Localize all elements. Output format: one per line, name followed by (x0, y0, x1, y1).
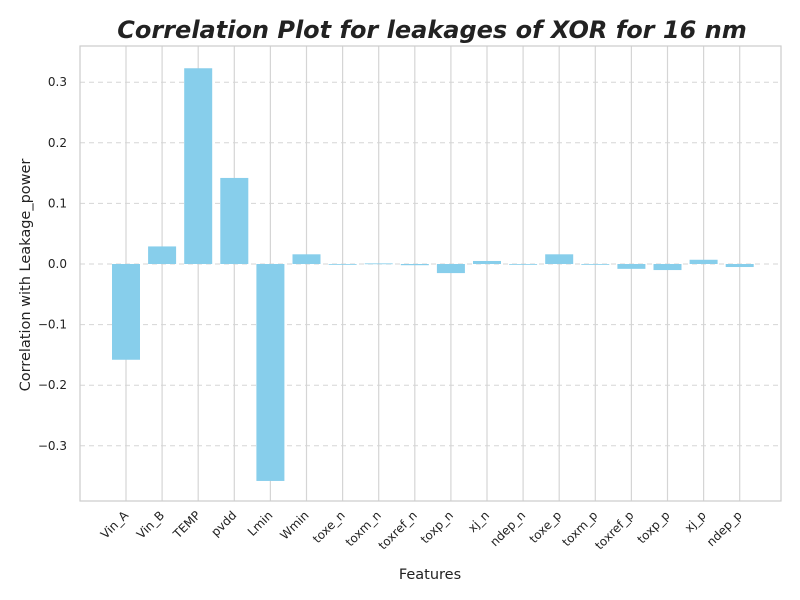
bar-toxe-n (328, 264, 357, 265)
y-tick-label: 0.1 (48, 196, 67, 210)
bar-xj-n (473, 260, 501, 264)
bar-ndep-n (509, 264, 538, 265)
x-tick-label: ndep_n (487, 508, 528, 549)
x-tick-label: TEMP (170, 508, 204, 542)
bar-toxp-n (436, 264, 465, 274)
x-tick-label: toxp_p (634, 508, 672, 546)
bar-xj-p (689, 259, 718, 264)
x-tick-label: toxe_n (310, 508, 348, 546)
y-tick-label: 0.2 (48, 136, 67, 150)
bar-toxref-n (400, 264, 429, 266)
x-axis-label: Features (399, 567, 461, 583)
bar-lmin (256, 264, 285, 481)
x-tick-label: Lmin (245, 508, 276, 539)
y-tick-label: 0.0 (48, 257, 67, 271)
x-tick-label: xj_n (465, 508, 492, 535)
y-tick-label: −0.3 (38, 439, 67, 453)
bar-vin-b (148, 246, 177, 264)
y-axis-label: Correlation with Leakage_power (18, 159, 34, 392)
x-tick-label: toxref_p (592, 508, 636, 552)
grid-layer (80, 46, 781, 501)
x-tick-label: toxref_n (376, 508, 420, 552)
bar-toxp-p (653, 264, 682, 271)
x-tick-label: ndep_p (704, 508, 745, 549)
bar-toxe-p (545, 254, 574, 264)
bar-toxm-p (581, 264, 610, 265)
bar-toxm-n (364, 263, 393, 265)
bar-ndep-p (725, 264, 754, 268)
bars-layer (112, 68, 754, 481)
bar-pvdd (220, 177, 249, 264)
y-tick-label: 0.3 (48, 75, 67, 89)
x-tick-labels: Vin_A Vin_B TEMP pvdd Lmin Wmintoxe_ntoxm_nto… (98, 508, 745, 553)
y-tick-label: −0.1 (38, 318, 67, 332)
y-tick-label: −0.2 (38, 378, 67, 392)
bar-temp (184, 68, 213, 265)
bar-vin-a (112, 264, 140, 360)
x-tick-label: Wmin (277, 508, 311, 542)
x-tick-label: toxp_n (418, 508, 456, 546)
bar-wmin (292, 254, 321, 264)
x-tick-label: Vin_A (98, 508, 132, 542)
x-tick-label: toxe_p (527, 508, 565, 546)
bar-toxref-p (617, 264, 646, 269)
y-tick-labels: −0.3 −0.2 −0.1 0.0 0.1 0.2 0.3 (38, 75, 67, 453)
plot-frame (79, 45, 782, 502)
x-tick-label: xj_p (682, 508, 709, 535)
x-tick-label: Vin_B (134, 508, 167, 541)
x-tick-label: pvdd (208, 508, 239, 539)
chart-title: Correlation Plot for leakages of XOR for… (117, 16, 746, 44)
